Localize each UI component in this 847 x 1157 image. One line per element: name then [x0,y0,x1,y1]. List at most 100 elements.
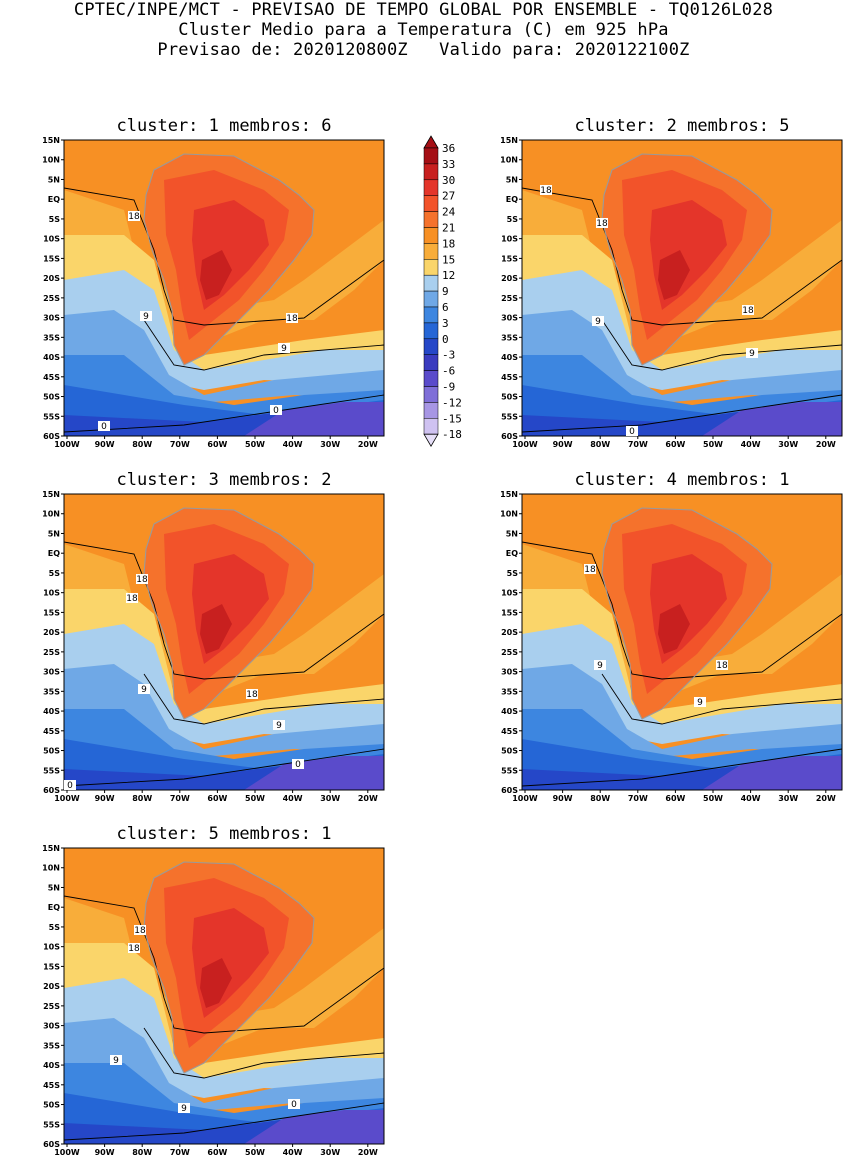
legend-label: 33 [442,158,455,171]
lat-label: 10N [42,156,60,165]
contour-label: 9 [281,344,287,354]
hot-band [200,958,232,1008]
map-panel: cluster: 4 membros: 1 15N 10N 5N EQ 5S 10S 15S 2… [500,470,843,803]
lat-label: 40S [501,353,518,362]
lon-label: 30W [320,440,340,449]
contour-line [63,748,385,787]
lat-label: 5S [49,215,61,224]
lon-label: 50W [245,440,265,449]
legend-label: 27 [442,190,455,203]
lat-label: 10S [43,235,60,244]
lon-label: 40W [283,440,303,449]
contour-label: 9 [181,1104,187,1114]
contour-line [143,673,385,725]
coastline [601,153,773,366]
lon-label: 20W [358,794,378,803]
lat-label: 25S [501,648,518,657]
lon-label: 30W [320,794,340,803]
lat-label: 30S [501,314,518,323]
lon-label: 30W [320,1148,340,1157]
legend-swatch [423,227,439,244]
lat-label: 55S [43,766,60,775]
contour-label: 18 [596,219,608,229]
contour-label: 18 [286,314,298,324]
lat-label: 35S [43,1041,60,1050]
legend-label: -3 [442,349,455,362]
legend-arrow-top [423,135,439,149]
contour-label-bg [126,593,138,603]
legend-swatch [423,418,439,435]
lat-label: 55S [43,412,60,421]
lon-label: 90W [95,794,115,803]
lat-label: 55S [43,1120,60,1129]
legend-swatch [423,259,439,276]
contour-label: 9 [141,685,147,695]
contour-label-bg [746,348,758,358]
lon-label: 100W [54,794,80,803]
coastline [601,507,773,720]
lon-label: 100W [512,440,538,449]
contour-label-bg [64,780,76,790]
lon-label: 80W [132,1148,152,1157]
lat-label: 5S [507,215,519,224]
lat-label: 45S [43,727,60,736]
legend-label: 24 [442,206,456,219]
coastline [143,861,315,1074]
lon-label: 60W [207,794,227,803]
temperature-band [244,756,384,790]
contour-label-bg [138,684,150,694]
map-frame [521,139,843,437]
legend-label: -18 [442,428,462,441]
lat-label: 10N [500,156,518,165]
lat-label: 55S [501,766,518,775]
contour-line [521,394,843,433]
hot-band [658,604,690,654]
legend-arrow-bottom [423,433,439,447]
legend-label: -15 [442,412,462,425]
lat-label: 15S [43,962,60,971]
legend-swatch [423,179,439,196]
lat-label: 40S [43,1061,60,1070]
lon-label: 80W [132,440,152,449]
contour-label-bg [134,925,146,935]
legend-swatch [423,163,439,181]
legend-swatch [423,243,439,260]
lon-label: 20W [816,440,836,449]
contour-label: 9 [276,721,282,731]
lat-label: 25S [501,294,518,303]
lat-label: 15N [42,844,60,853]
contour-label-bg [540,185,552,195]
lon-label: 30W [778,794,798,803]
lat-label: EQ [48,903,60,912]
lon-label: 70W [628,440,648,449]
lat-label: 50S [43,1101,60,1110]
lat-label: EQ [48,195,60,204]
lat-label: 35S [501,687,518,696]
lon-label: 20W [358,440,378,449]
header-line-2: Cluster Medio para a Temperatura (C) em … [178,20,669,40]
panel-title: cluster: 4 membros: 1 [575,470,790,490]
contour-label: 18 [246,690,258,700]
contour-label-bg [140,311,152,321]
legend-label: -12 [442,396,462,409]
lon-label: 90W [553,440,573,449]
lat-label: 45S [43,1081,60,1090]
contour-label: 18 [128,944,140,954]
contour-line [521,748,843,787]
lon-label: 60W [665,440,685,449]
hot-band [200,250,232,300]
lat-label: 40S [501,707,518,716]
lon-label: 100W [512,794,538,803]
legend-swatch [423,195,439,212]
legend-swatch [423,402,439,419]
panel-title: cluster: 2 membros: 5 [575,116,790,136]
header-line-3: Previsao de: 2020120800Z Valido para: 20… [157,40,690,60]
legend-label: 21 [442,222,455,235]
contour-line [601,673,843,725]
contour-label-bg [246,689,258,699]
lat-label: 60S [43,786,60,795]
contour-label-bg [716,660,728,670]
map-panel: cluster: 1 membros: 6 15N 10N 5N EQ 5S 10S 15S 2… [42,116,385,449]
contour-label-bg [98,421,110,431]
lon-label: 50W [703,794,723,803]
